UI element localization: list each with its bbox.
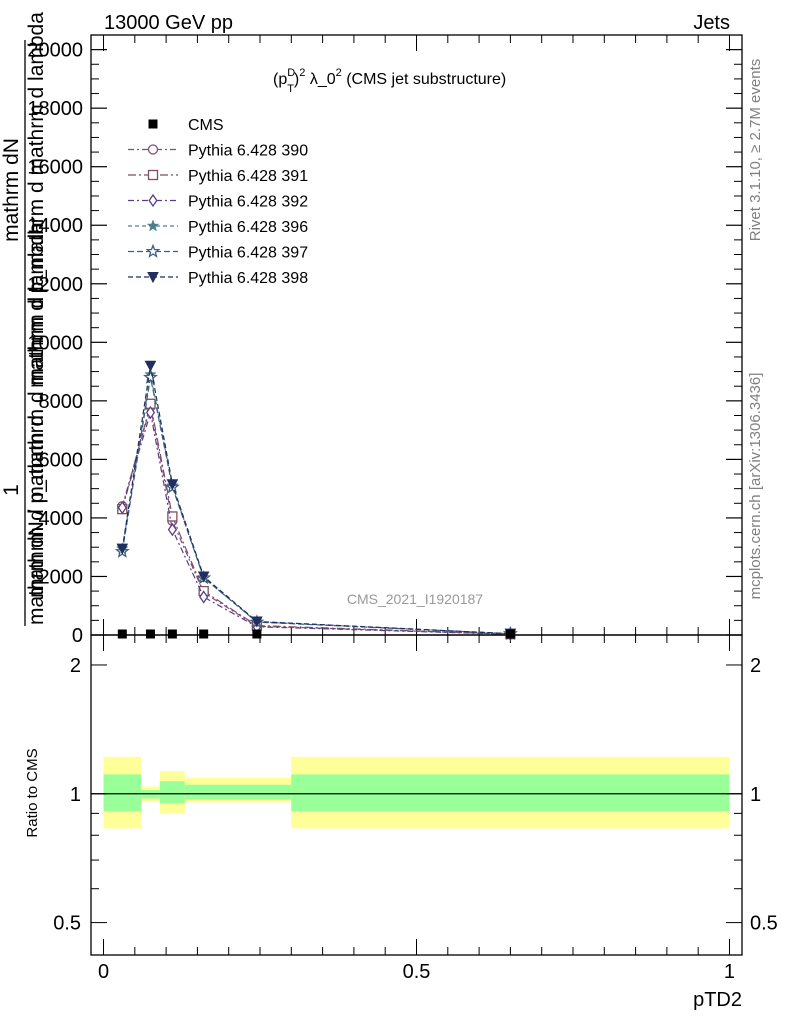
analysis-watermark: CMS_2021_I1920187 xyxy=(347,591,483,607)
legend-marker-cms xyxy=(148,119,158,129)
y-tick-label: 4000 xyxy=(39,508,84,530)
title-p: (p xyxy=(273,71,287,88)
ratio-y-tick-label-right: 1 xyxy=(750,784,761,806)
series-point xyxy=(167,522,177,537)
y-tick-label: 12000 xyxy=(27,274,83,296)
cms-data-point xyxy=(199,629,209,639)
header-left: 13000 GeV pp xyxy=(104,12,233,34)
series-line xyxy=(121,406,511,635)
legend-label: Pythia 6.428 397 xyxy=(188,245,308,262)
series-point xyxy=(144,360,157,372)
x-axis-label: pTD2 xyxy=(693,989,742,1011)
series-line xyxy=(121,365,511,635)
ratio-y-tick-label: 1 xyxy=(70,784,81,806)
series-point xyxy=(197,571,210,583)
cms-data-point xyxy=(505,629,515,639)
ratio-y-tick-label-right: 0.5 xyxy=(750,913,778,935)
series-point xyxy=(199,590,209,604)
ylabel-rest: mathrm d p_mathrm d mathrm d lambda xyxy=(25,222,48,598)
legend: CMS Pythia 6.428 390 Pythia 6.428 391 Pythi… xyxy=(128,117,308,287)
series-point xyxy=(167,511,178,522)
ratio-bands xyxy=(91,756,742,829)
ratio-ticks: 0.5 0.5 1 1 2 2 xyxy=(53,655,778,935)
legend-marker xyxy=(146,219,160,232)
y-tick-label: 20000 xyxy=(27,40,83,62)
legend-marker xyxy=(148,193,158,208)
y-tick-label: 2000 xyxy=(39,566,84,588)
y-tick-label: 16000 xyxy=(27,157,83,179)
legend-label: Pythia 6.428 396 xyxy=(188,219,308,236)
series-point xyxy=(166,479,179,491)
series-point xyxy=(116,543,129,555)
main-y-ticks: 0 2000 4000 6000 8000 10000 12000 14000 16000 180… xyxy=(27,40,742,647)
legend-label: Pythia 6.428 390 xyxy=(188,143,308,160)
x-tick-label: 0 xyxy=(98,961,109,983)
y-tick-label: 14000 xyxy=(27,215,83,237)
rivet-label: Rivet 3.1.10, ≥ 2.7M events xyxy=(747,59,764,242)
cms-data-point xyxy=(252,629,262,639)
legend-label-cms: CMS xyxy=(188,117,224,134)
legend-label: Pythia 6.428 392 xyxy=(188,194,308,211)
series-point xyxy=(117,501,127,515)
title-rest: (CMS jet substructure) xyxy=(342,71,506,88)
legend-label: Pythia 6.428 391 xyxy=(188,168,308,185)
y-tick-label: 8000 xyxy=(39,391,84,413)
ratio-plot-frame xyxy=(90,634,743,956)
cms-data-point xyxy=(145,629,155,639)
y-tick-label: 10000 xyxy=(27,332,83,354)
series-point xyxy=(143,369,159,384)
legend-label: Pythia 6.428 398 xyxy=(188,270,308,287)
series-point xyxy=(251,616,263,628)
ratio-y-label: Ratio to CMS xyxy=(24,748,41,837)
stat-uncertainty-band xyxy=(103,774,142,812)
title-sup2: 2 xyxy=(299,67,305,79)
title-lambda: λ_0 xyxy=(305,71,335,88)
mcplots-label: mcplots.cern.ch [arXiv:1306.3436] xyxy=(747,373,764,600)
stat-uncertainty-band xyxy=(184,784,292,800)
legend-marker xyxy=(147,144,159,155)
legend-marker xyxy=(147,169,159,181)
stat-uncertainty-band xyxy=(159,781,185,804)
x-tick-label: 1 xyxy=(724,961,735,983)
title-sup2b: 2 xyxy=(336,67,342,79)
ylabel-dn-top: mathrm dN xyxy=(0,138,23,242)
title-close: ) xyxy=(294,71,299,88)
legend-marker xyxy=(147,272,159,284)
cms-data-layer xyxy=(117,629,515,639)
legend-marker xyxy=(145,243,161,258)
ylabel-den-top: mathrm d p_mathrm d mathrm d lambda xyxy=(25,12,48,388)
series-point xyxy=(145,405,156,420)
header-right: Jets xyxy=(693,12,730,34)
ratio-y-tick-label-right: 2 xyxy=(750,655,761,677)
cms-data-point xyxy=(117,629,127,639)
ylabel-one: 1 xyxy=(0,484,23,496)
x-tick-label: 0.5 xyxy=(403,961,431,983)
title-sub-t: T xyxy=(287,83,294,95)
ylabel-dn: mathrm dN / mathrm d xyxy=(25,415,48,625)
main-y-label: 1 mathrm dN mathrm d p_mathrm d mathrm d… xyxy=(0,12,48,626)
chart-title: (pD T)2 λ_02 (CMS jet substructure) xyxy=(273,67,506,95)
series-layer xyxy=(114,360,518,641)
y-tick-label: 6000 xyxy=(39,449,84,471)
y-tick-label: 0 xyxy=(72,625,83,647)
series-line xyxy=(121,412,511,635)
stat-uncertainty-band xyxy=(291,774,730,812)
cms-data-point xyxy=(167,629,177,639)
y-tick-label: 18000 xyxy=(27,98,83,120)
title-sup-d: D xyxy=(287,67,295,79)
ratio-y-tick-label: 2 xyxy=(70,655,81,677)
ratio-y-tick-label: 0.5 xyxy=(53,913,81,935)
